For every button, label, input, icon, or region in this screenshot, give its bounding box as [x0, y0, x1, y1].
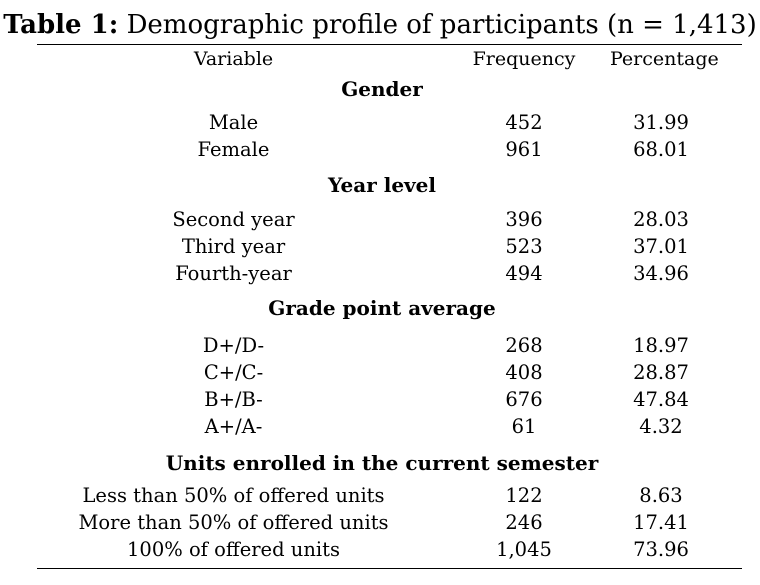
row-percentage: 28.03: [633, 208, 689, 231]
row-variable: Female: [197, 138, 270, 161]
row-percentage: 4.32: [639, 415, 683, 438]
row-variable: Second year: [172, 208, 295, 231]
row-percentage: 34.96: [633, 262, 689, 285]
table-top-rule: [37, 44, 742, 45]
row-variable: B+/B-: [204, 388, 263, 411]
row-frequency: 396: [505, 208, 543, 231]
section-title-gpa: Grade point average: [268, 296, 496, 320]
row-frequency: 122: [505, 484, 543, 507]
row-frequency: 61: [511, 415, 537, 438]
table-row: C+/C- 408 28.87: [37, 359, 742, 386]
table-caption: Table 1: Demographic profile of particip…: [0, 8, 760, 42]
row-frequency: 452: [505, 111, 543, 134]
row-frequency: 523: [505, 235, 543, 258]
section-title-units-enrolled: Units enrolled in the current semester: [165, 451, 599, 475]
table-row: Second year 396 28.03: [37, 206, 742, 233]
row-variable: C+/C-: [203, 361, 264, 384]
table-row: B+/B- 676 47.84: [37, 386, 742, 413]
row-frequency: 246: [505, 511, 543, 534]
row-frequency: 676: [505, 388, 543, 411]
table-row: More than 50% of offered units 246 17.41: [37, 509, 742, 536]
section-title-gender: Gender: [341, 77, 423, 101]
row-percentage: 73.96: [633, 538, 689, 561]
row-variable: D+/D-: [202, 334, 265, 357]
row-variable: More than 50% of offered units: [78, 511, 389, 534]
row-frequency: 1,045: [496, 538, 552, 561]
header-percentage: Percentage: [610, 48, 719, 70]
table-row: Male 452 31.99: [37, 109, 742, 136]
row-frequency: 494: [505, 262, 543, 285]
row-frequency: 961: [505, 138, 543, 161]
row-percentage: 68.01: [633, 138, 689, 161]
row-variable: 100% of offered units: [127, 538, 340, 561]
row-percentage: 8.63: [639, 484, 683, 507]
table-row: Female 961 68.01: [37, 136, 742, 163]
row-percentage: 31.99: [633, 111, 689, 134]
table-caption-text: Demographic profile of participants (n =…: [118, 10, 757, 40]
row-variable: Male: [208, 111, 259, 134]
row-variable: Third year: [181, 235, 286, 258]
row-frequency: 408: [505, 361, 543, 384]
row-variable: Fourth-year: [175, 262, 292, 285]
row-percentage: 37.01: [633, 235, 689, 258]
table-row: Fourth-year 494 34.96: [37, 260, 742, 287]
table-bottom-rule: [37, 568, 742, 569]
table-caption-label: Table 1:: [3, 10, 119, 40]
row-percentage: 47.84: [633, 388, 689, 411]
table-row: Less than 50% of offered units 122 8.63: [37, 482, 742, 509]
row-percentage: 17.41: [633, 511, 689, 534]
table-row: Third year 523 37.01: [37, 233, 742, 260]
row-percentage: 18.97: [633, 334, 689, 357]
row-variable: Less than 50% of offered units: [82, 484, 385, 507]
header-frequency: Frequency: [472, 48, 576, 70]
table-row: 100% of offered units 1,045 73.96: [37, 536, 742, 563]
table-row: A+/A- 61 4.32: [37, 413, 742, 440]
table-header-row: Variable Frequency Percentage: [37, 46, 742, 73]
row-variable: A+/A-: [204, 415, 263, 438]
table-row: D+/D- 268 18.97: [37, 332, 742, 359]
header-variable: Variable: [193, 48, 274, 70]
section-title-year-level: Year level: [328, 173, 436, 197]
row-percentage: 28.87: [633, 361, 689, 384]
row-frequency: 268: [505, 334, 543, 357]
